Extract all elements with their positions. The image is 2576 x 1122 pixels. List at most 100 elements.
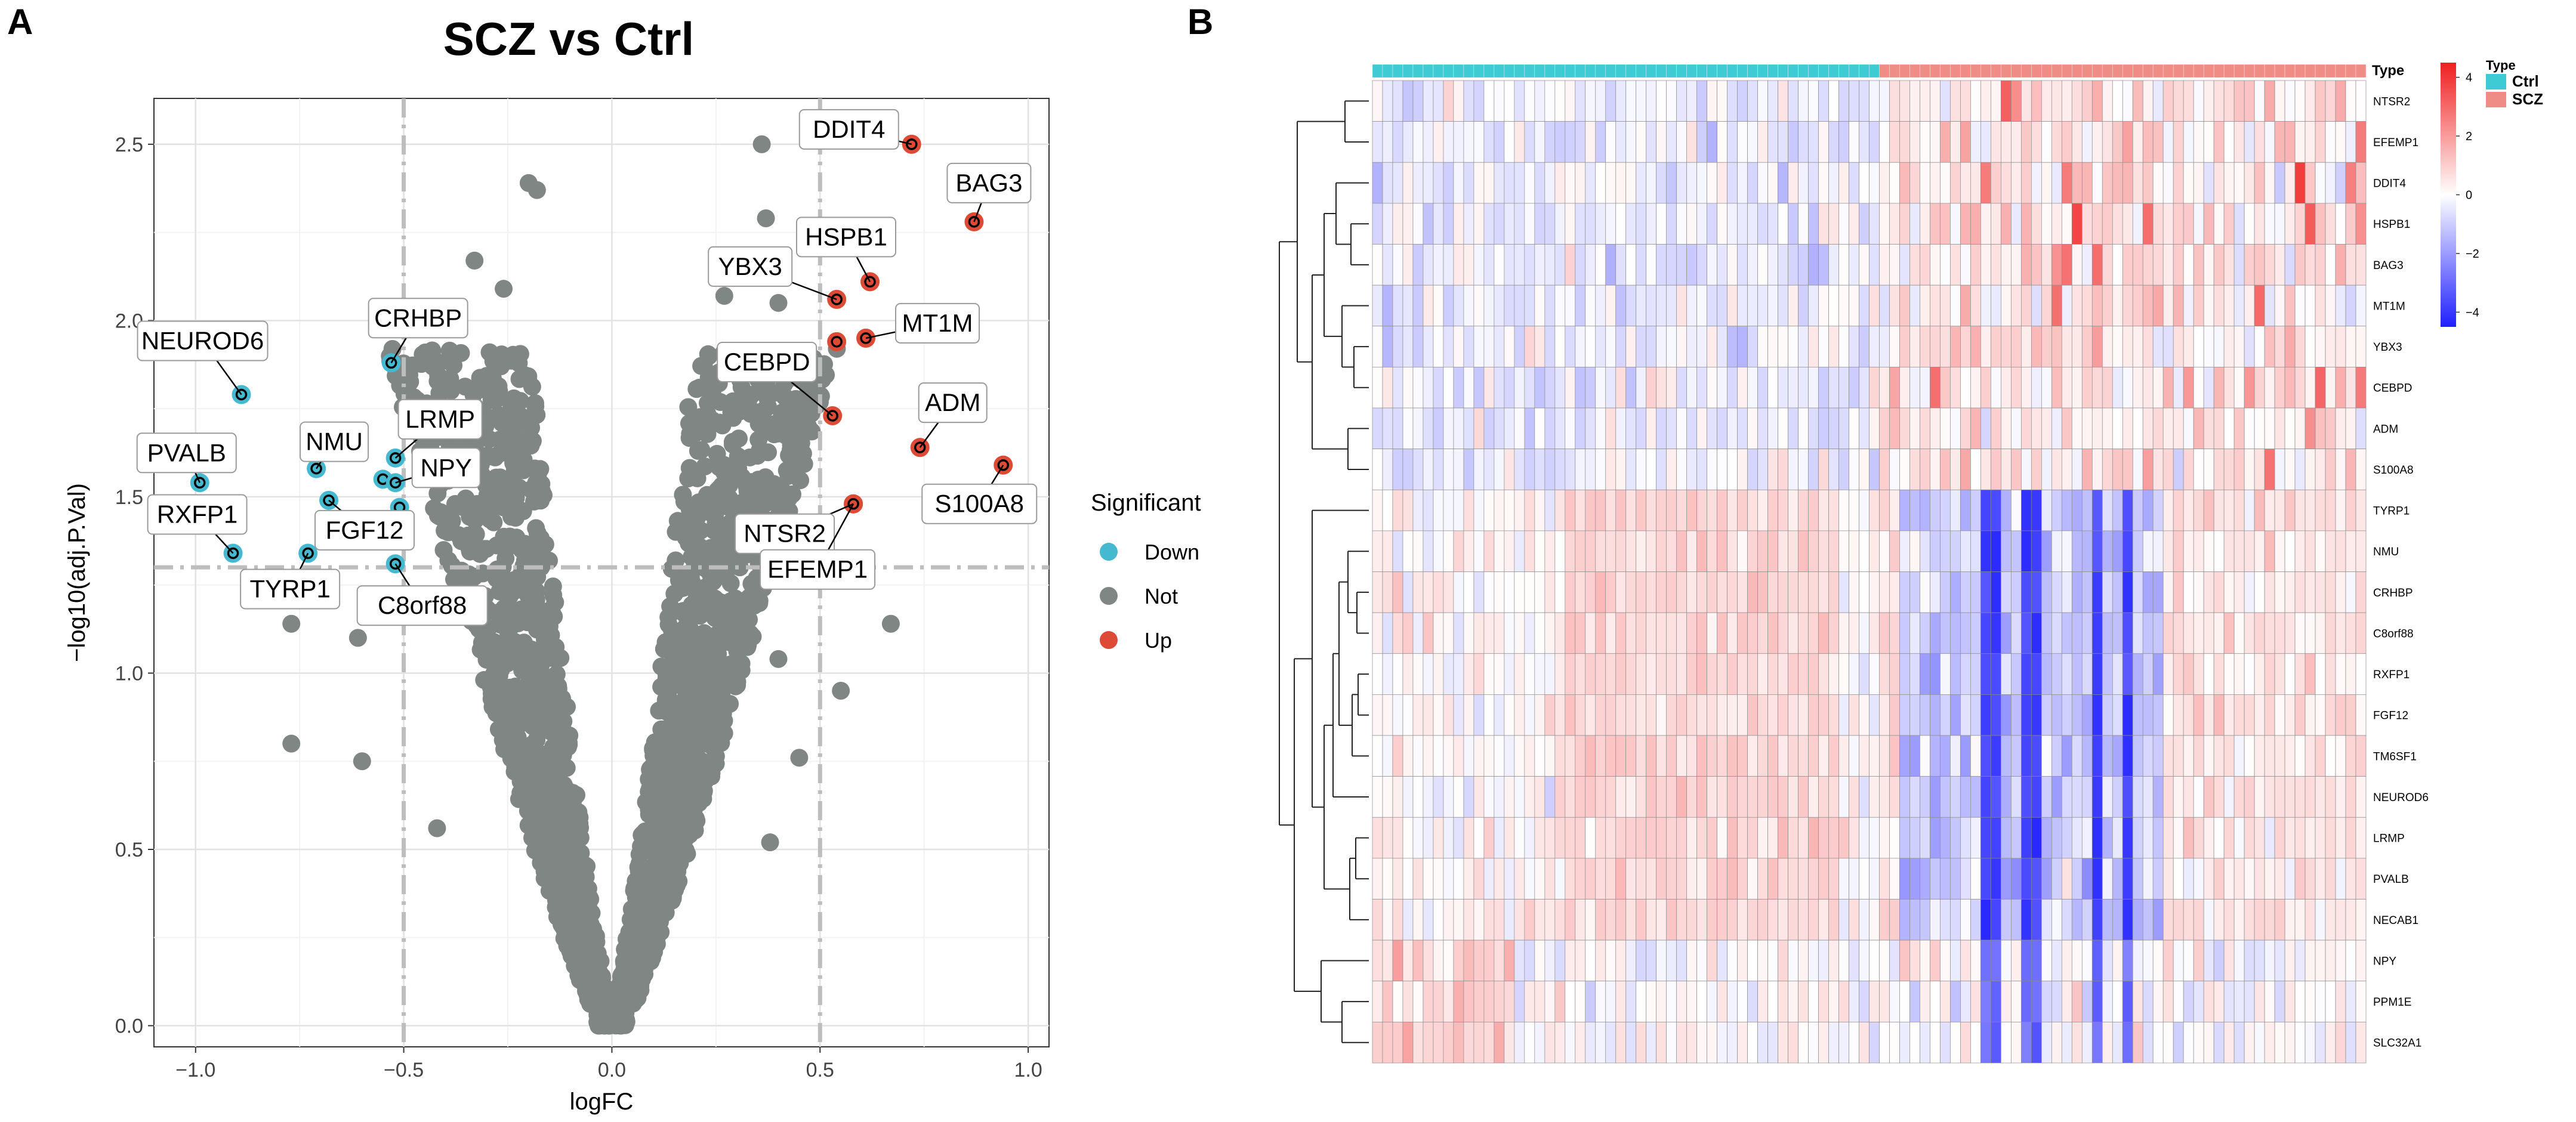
heatmap-cell <box>1696 449 1708 490</box>
heatmap-cell <box>1565 203 1576 245</box>
heatmap-cell <box>1767 244 1778 286</box>
gene-label: YBX3 <box>718 252 782 280</box>
row-label: TYRP1 <box>2373 505 2410 518</box>
heatmap-cell <box>2173 121 2184 163</box>
background-point <box>767 494 786 513</box>
heatmap-cell <box>1494 367 1505 409</box>
heatmap-cell <box>1889 326 1900 367</box>
heatmap-cell <box>1930 735 1941 777</box>
heatmap-cell <box>1625 244 1637 286</box>
heatmap-cell <box>1514 203 1525 245</box>
annotation-cell <box>1818 64 1829 78</box>
heatmap-cell <box>2041 776 2052 818</box>
heatmap-cell <box>2091 449 2103 490</box>
heatmap-cell <box>2335 489 2346 531</box>
heatmap-cell <box>1778 899 1788 941</box>
heatmap-cell <box>2233 571 2245 613</box>
heatmap-cell <box>2071 571 2083 613</box>
heatmap-cell <box>1605 449 1616 490</box>
heatmap-cell <box>2031 530 2042 572</box>
heatmap-cell <box>1778 244 1788 286</box>
heatmap-cell <box>2213 939 2225 982</box>
heatmap-cell <box>1727 203 1738 245</box>
annotation-cell <box>1747 64 1758 78</box>
heatmap-cell <box>1808 858 1819 900</box>
heatmap-cell <box>2071 817 2083 859</box>
heatmap-cell <box>1788 367 1798 409</box>
heatmap-cell <box>1707 1022 1717 1064</box>
heatmap-cell <box>1889 612 1900 654</box>
heatmap-cell <box>2203 367 2214 409</box>
heatmap-cell <box>1696 694 1708 736</box>
point-outline <box>323 494 335 506</box>
heatmap-cell <box>2122 981 2133 1022</box>
volcano-title: SCZ vs Ctrl <box>443 13 694 65</box>
heatmap-cell <box>1534 489 1545 531</box>
heatmap-cell <box>1818 449 1829 490</box>
gene-label: CEBPD <box>724 348 810 376</box>
heatmap-cell <box>1544 899 1556 941</box>
heatmap-cell <box>1483 858 1495 900</box>
heatmap-cell <box>2061 162 2072 204</box>
heatmap-cell <box>1808 449 1819 490</box>
heatmap-cell <box>2122 80 2133 122</box>
heatmap-cell <box>1575 203 1586 245</box>
heatmap-cell <box>2162 735 2174 777</box>
heatmap-cell <box>1940 653 1951 695</box>
heatmap-cell <box>1565 571 1576 613</box>
heatmap-cell <box>1412 530 1424 572</box>
heatmap-cell <box>1494 121 1505 163</box>
heatmap-cell <box>2325 817 2336 859</box>
background-point <box>499 579 517 598</box>
heatmap-cell <box>2031 694 2042 736</box>
heatmap-cell <box>1463 489 1474 531</box>
background-point <box>679 398 698 416</box>
heatmap-cell <box>1392 899 1403 941</box>
heatmap-cell <box>1899 407 1910 449</box>
heatmap-cell <box>1423 449 1434 490</box>
heatmap-cell <box>2162 449 2174 490</box>
heatmap-cell <box>1899 530 1910 572</box>
point-outline <box>310 462 322 475</box>
heatmap-cell <box>1433 1022 1444 1064</box>
heatmap-cell <box>1747 981 1758 1022</box>
heatmap-cell <box>1636 162 1647 204</box>
heatmap-cell <box>1656 612 1667 654</box>
background-point <box>675 579 693 597</box>
background-point <box>683 523 701 542</box>
heatmap-cell <box>2274 285 2285 327</box>
heatmap-cell <box>1605 899 1616 941</box>
heatmap-cell <box>1412 939 1424 982</box>
heatmap-cell <box>1727 612 1738 654</box>
heatmap-cell <box>1402 326 1414 367</box>
heatmap-cell <box>2051 121 2062 163</box>
heatmap-cell <box>1433 653 1444 695</box>
heatmap-cell <box>2223 735 2235 777</box>
heatmap-cell <box>1544 203 1556 245</box>
heatmap-cell <box>1544 449 1556 490</box>
heatmap-cell <box>1443 367 1454 409</box>
heatmap-cell <box>2031 367 2042 409</box>
heatmap-cell <box>2152 449 2164 490</box>
background-point <box>732 654 751 673</box>
heatmap-cell <box>1453 285 1464 327</box>
heatmap-cell <box>1615 326 1627 367</box>
heatmap-cell <box>1646 162 1657 204</box>
background-point <box>656 633 675 651</box>
heatmap-cell <box>1554 817 1566 859</box>
annotation-cell <box>1504 64 1515 78</box>
heatmap-cell <box>2102 367 2113 409</box>
heatmap-cell <box>2294 489 2306 531</box>
heatmap-cell <box>2193 162 2204 204</box>
annotation-cell <box>2081 64 2093 78</box>
heatmap-cell <box>1909 407 1920 449</box>
annotation-cell <box>1909 64 1920 78</box>
heatmap-cell <box>1473 244 1485 286</box>
heatmap-cell <box>1554 939 1566 982</box>
heatmap-cell <box>1656 694 1667 736</box>
heatmap-cell <box>2203 776 2214 818</box>
heatmap-cell <box>1899 981 1910 1022</box>
heatmap-cell <box>1798 530 1809 572</box>
heatmap-cell <box>1494 449 1505 490</box>
heatmap-cell <box>1423 1022 1434 1064</box>
